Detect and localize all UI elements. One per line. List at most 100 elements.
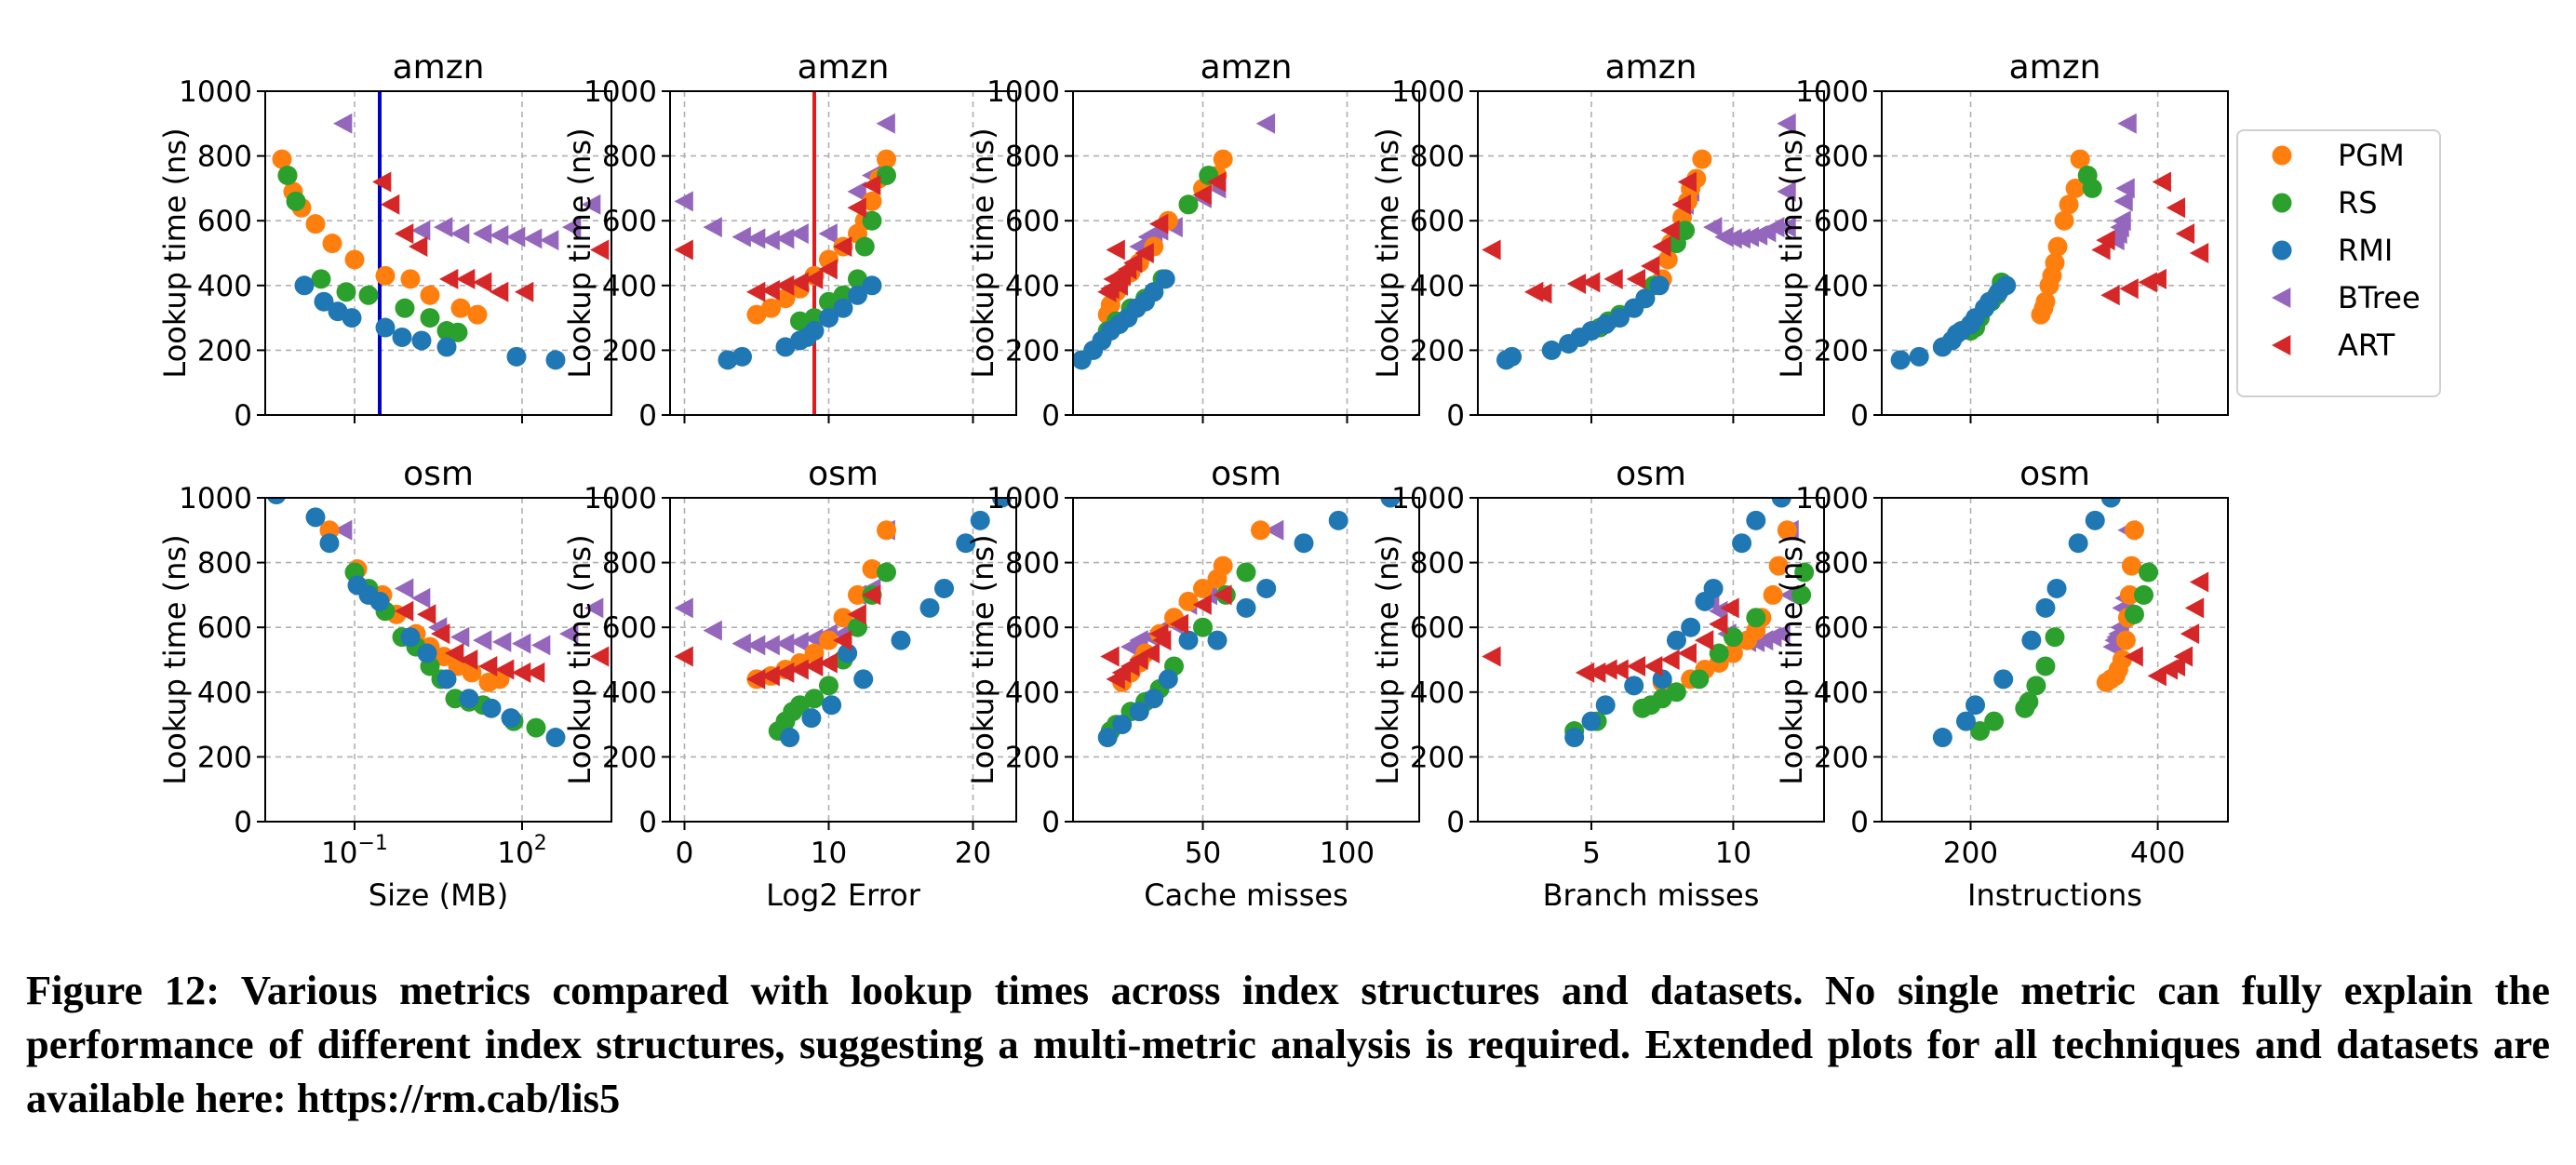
panel-amzn-4: 0 200 400 600 800 1000 Lookup time (ns) amzn <box>1370 48 1825 433</box>
point-btree <box>1731 228 1751 249</box>
legend-label-pgm: PGM <box>2338 138 2405 173</box>
point-pgm <box>2045 252 2065 273</box>
point-rmi <box>1581 711 1602 731</box>
y-tick-label: 0 <box>1850 399 1869 433</box>
point-btree <box>333 519 353 541</box>
point-btree <box>540 230 559 251</box>
point-rmi <box>819 308 839 328</box>
point-pgm <box>833 608 853 628</box>
point-art <box>1652 236 1671 258</box>
point-btree <box>473 630 492 651</box>
point-pgm <box>2112 649 2132 670</box>
axes-frame <box>1881 90 2229 416</box>
point-rmi <box>1155 269 1175 289</box>
point-rmi <box>375 317 396 338</box>
y-axis-label: Lookup time (ns) <box>1774 534 1809 784</box>
y-tick-label: 600 <box>1814 205 1869 238</box>
point-art <box>409 236 428 258</box>
y-tick-label: 200 <box>1410 334 1465 368</box>
points <box>1932 498 2209 748</box>
x-tick-label: 100 <box>1320 837 1375 870</box>
point-pgm <box>2047 236 2068 257</box>
point-pgm <box>2124 520 2144 541</box>
axes-frame <box>669 497 1017 823</box>
point-art <box>2184 597 2205 619</box>
panel-title: osm <box>403 455 474 493</box>
point-art <box>590 239 610 261</box>
y-tick-label: 200 <box>1814 741 1869 774</box>
point-rmi <box>436 337 457 357</box>
point-rmi <box>1649 275 1670 296</box>
point-rmi <box>2046 578 2067 598</box>
y-tick-label: 0 <box>638 399 657 433</box>
point-art <box>2096 230 2115 251</box>
point-btree <box>1714 226 1734 248</box>
point-rmi <box>411 330 432 351</box>
legend-marker-rs <box>2272 193 2292 213</box>
point-rs <box>1236 562 1256 582</box>
point-pgm <box>272 149 292 169</box>
point-rmi <box>417 643 437 663</box>
point-art <box>490 281 509 302</box>
point-art <box>1149 213 1169 234</box>
y-axis-label: Lookup time (ns) <box>157 127 193 378</box>
point-pgm <box>344 249 365 270</box>
point-art <box>1603 268 1623 289</box>
point-art <box>2180 623 2200 645</box>
panel-osm-4: 0 200 400 600 800 1000 5 10 Lookup time (ns) osm B… <box>1370 455 1825 913</box>
x-axis-label: Size (MB) <box>369 877 508 913</box>
points <box>1073 113 1276 370</box>
point-rmi <box>1207 630 1228 650</box>
point-rs <box>286 191 306 211</box>
panel-amzn-5: 0 200 400 600 800 1000 Lookup time (ns) amzn <box>1774 48 2229 433</box>
point-rmi <box>369 591 390 611</box>
point-rs <box>448 322 468 342</box>
legend-marker-btree <box>2272 288 2291 308</box>
point-btree <box>450 223 470 245</box>
point-pgm <box>862 191 882 211</box>
point-rs <box>819 676 839 696</box>
y-tick-label: 1000 <box>1795 75 1869 109</box>
point-rmi <box>294 275 315 296</box>
point-btree <box>760 635 780 656</box>
point-btree <box>847 181 866 202</box>
y-tick-label: 800 <box>1814 547 1869 581</box>
point-rmi <box>1236 597 1256 618</box>
point-art <box>2175 223 2195 245</box>
point-btree <box>582 194 601 215</box>
point-rmi <box>1996 275 2017 296</box>
point-rmi <box>1703 578 1724 598</box>
y-tick-label: 400 <box>1005 676 1060 710</box>
point-rs <box>358 285 379 305</box>
y-tick-label: 1000 <box>1391 75 1465 109</box>
point-rmi <box>853 669 874 690</box>
y-axis-label: Lookup time (ns) <box>965 127 1000 378</box>
point-art <box>818 652 838 674</box>
point-art <box>804 655 824 676</box>
x-tick-label: 50 <box>1185 837 1221 870</box>
y-tick-label: 1000 <box>1795 482 1869 516</box>
y-tick-label: 600 <box>197 205 252 238</box>
point-pgm <box>467 304 488 325</box>
point-art <box>2173 646 2194 667</box>
point-art <box>512 662 531 683</box>
y-axis-label: Lookup time (ns) <box>562 534 597 784</box>
point-art <box>1169 613 1189 635</box>
point-art <box>1123 252 1143 274</box>
axes-frame <box>1477 497 1825 823</box>
panel-amzn-1: 0 200 400 600 800 1000 Lookup time (ns) amzn <box>157 48 612 433</box>
y-tick-label: 400 <box>602 270 657 303</box>
y-tick-label: 800 <box>1005 141 1060 174</box>
point-art <box>1598 659 1617 680</box>
y-tick-label: 0 <box>1446 806 1465 839</box>
y-tick-label: 800 <box>1410 547 1465 581</box>
point-art <box>2124 646 2143 667</box>
point-art <box>818 259 838 280</box>
point-rmi <box>1993 669 2014 690</box>
point-art <box>1677 643 1697 664</box>
y-tick-label: 400 <box>1410 270 1465 303</box>
point-art <box>674 239 693 261</box>
point-rmi <box>970 510 990 530</box>
y-tick-label: 1000 <box>986 482 1060 516</box>
points <box>1482 498 1815 748</box>
